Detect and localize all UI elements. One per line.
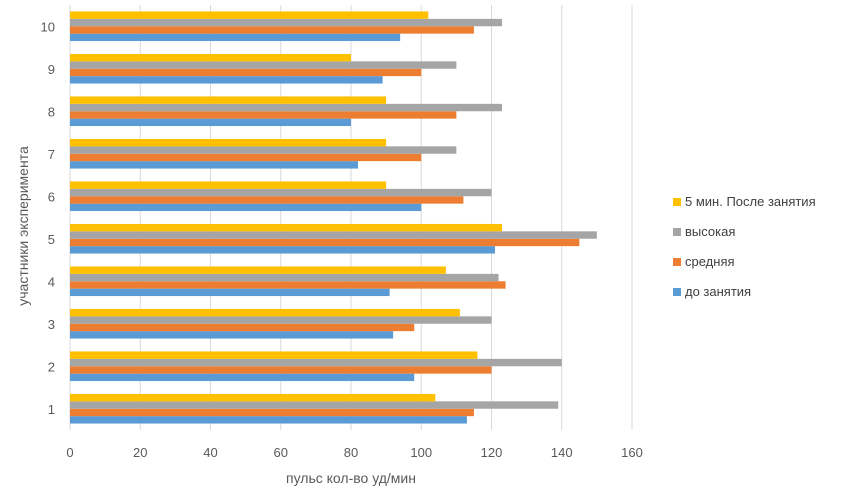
legend-label: до занятия (685, 284, 751, 299)
legend-swatch (673, 258, 681, 266)
bar-6-3 (70, 181, 387, 189)
bar-4-1 (70, 281, 506, 289)
x-axis-title: пульс кол-во уд/мин (286, 470, 416, 486)
bar-2-0 (70, 373, 415, 382)
y-tick-label: 2 (48, 359, 55, 374)
x-tick-label: 120 (481, 445, 503, 460)
legend-swatch (673, 198, 681, 206)
x-tick-label: 40 (203, 445, 217, 460)
y-tick-label: 7 (48, 147, 55, 162)
x-tick-label: 140 (551, 445, 573, 460)
bar-3-2 (70, 316, 492, 324)
legend-label: 5 мин. После занятия (685, 194, 816, 209)
x-tick-label: 20 (133, 445, 147, 460)
bar-5-1 (70, 238, 580, 247)
x-tick-labels: 0 20 40 60 80 100 120 140 160 (66, 445, 642, 460)
bar-4-2 (70, 273, 499, 282)
y-tick-label: 6 (48, 189, 55, 204)
legend-swatch (673, 288, 681, 296)
bar-5-0 (70, 246, 496, 254)
bar-8-3 (70, 96, 387, 104)
bar-9-2 (70, 61, 457, 69)
bar-9-1 (70, 68, 422, 77)
bar-1-2 (70, 401, 559, 409)
bar-6-1 (70, 196, 464, 204)
bar-3-0 (70, 331, 394, 339)
x-tick-label: 160 (621, 445, 643, 460)
legend: 5 мин. После занятия высокая средняя до зан… (673, 194, 816, 299)
x-tick-label: 100 (410, 445, 432, 460)
bar-1-3 (70, 393, 436, 402)
x-tick-label: 60 (274, 445, 288, 460)
y-tick-label: 8 (48, 104, 55, 119)
y-tick-label: 5 (48, 232, 55, 247)
legend-label: средняя (685, 254, 735, 269)
bar-10-3 (70, 11, 429, 19)
bar-2-1 (70, 366, 492, 374)
bar-6-0 (70, 203, 422, 212)
bar-10-1 (70, 26, 474, 34)
bar-4-0 (70, 288, 390, 297)
x-tick-label: 80 (344, 445, 358, 460)
y-tick-label: 9 (48, 62, 55, 77)
bars (70, 11, 597, 424)
bar-9-3 (70, 53, 351, 62)
bar-7-0 (70, 161, 359, 169)
bar-3-1 (70, 323, 415, 332)
bar-1-0 (70, 416, 467, 424)
bar-1-1 (70, 408, 474, 417)
bar-2-3 (70, 351, 478, 359)
bar-8-1 (70, 111, 457, 119)
legend-label: высокая (685, 224, 735, 239)
x-tick-label: 0 (66, 445, 73, 460)
y-axis-title: участники эксперимента (15, 146, 31, 306)
bar-5-2 (70, 231, 597, 239)
bar-2-2 (70, 358, 562, 367)
bar-7-2 (70, 146, 457, 154)
bar-3-3 (70, 308, 460, 317)
y-tick-label: 10 (41, 19, 55, 34)
bar-7-1 (70, 153, 422, 162)
y-tick-label: 4 (48, 274, 55, 289)
bar-4-3 (70, 266, 446, 274)
bar-6-2 (70, 188, 492, 197)
y-tick-label: 1 (48, 402, 55, 417)
y-tick-labels: 1 2 3 4 5 6 7 8 9 10 (41, 19, 55, 417)
bar-9-0 (70, 76, 383, 84)
legend-swatch (673, 228, 681, 236)
bar-7-3 (70, 138, 387, 147)
bar-5-3 (70, 223, 503, 232)
bar-10-0 (70, 33, 401, 42)
bar-8-2 (70, 103, 503, 112)
bar-8-0 (70, 118, 351, 127)
bar-10-2 (70, 18, 503, 27)
y-tick-label: 3 (48, 317, 55, 332)
